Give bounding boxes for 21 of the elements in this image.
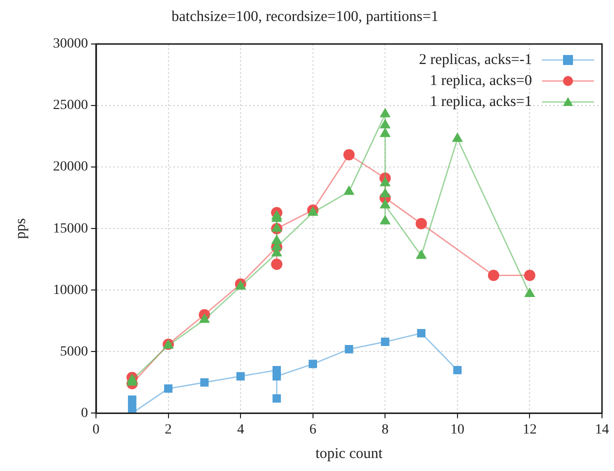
- x-tick-label: 10: [450, 422, 464, 438]
- x-tick-label: 12: [522, 422, 537, 438]
- x-axis-title: topic count: [315, 446, 384, 462]
- y-axis-title: pps: [12, 218, 29, 240]
- x-tick-label: 0: [92, 422, 100, 438]
- y-tick-label: 5000: [60, 344, 88, 360]
- y-tick-label: 25000: [53, 98, 88, 114]
- x-tick-label: 8: [382, 422, 389, 438]
- y-tick-label: 30000: [53, 36, 88, 52]
- y-tick-label: 20000: [53, 160, 88, 175]
- x-tick-label: 4: [237, 422, 244, 438]
- x-tick-label: 14: [595, 422, 609, 438]
- x-tick-label: 6: [309, 422, 316, 438]
- legend-label: 2 replicas, acks=-1: [419, 52, 532, 68]
- y-tick-label: 10000: [53, 282, 88, 298]
- chart-title: batchsize=100, recordsize=100, partitions=1: [172, 8, 438, 25]
- legend-label: 1 replica, acks=1: [430, 94, 532, 110]
- legend-label: 1 replica, acks=0: [430, 72, 532, 89]
- y-tick-label: 15000: [53, 221, 88, 236]
- y-tick-label: 0: [81, 406, 88, 421]
- x-tick-label: 2: [164, 422, 172, 438]
